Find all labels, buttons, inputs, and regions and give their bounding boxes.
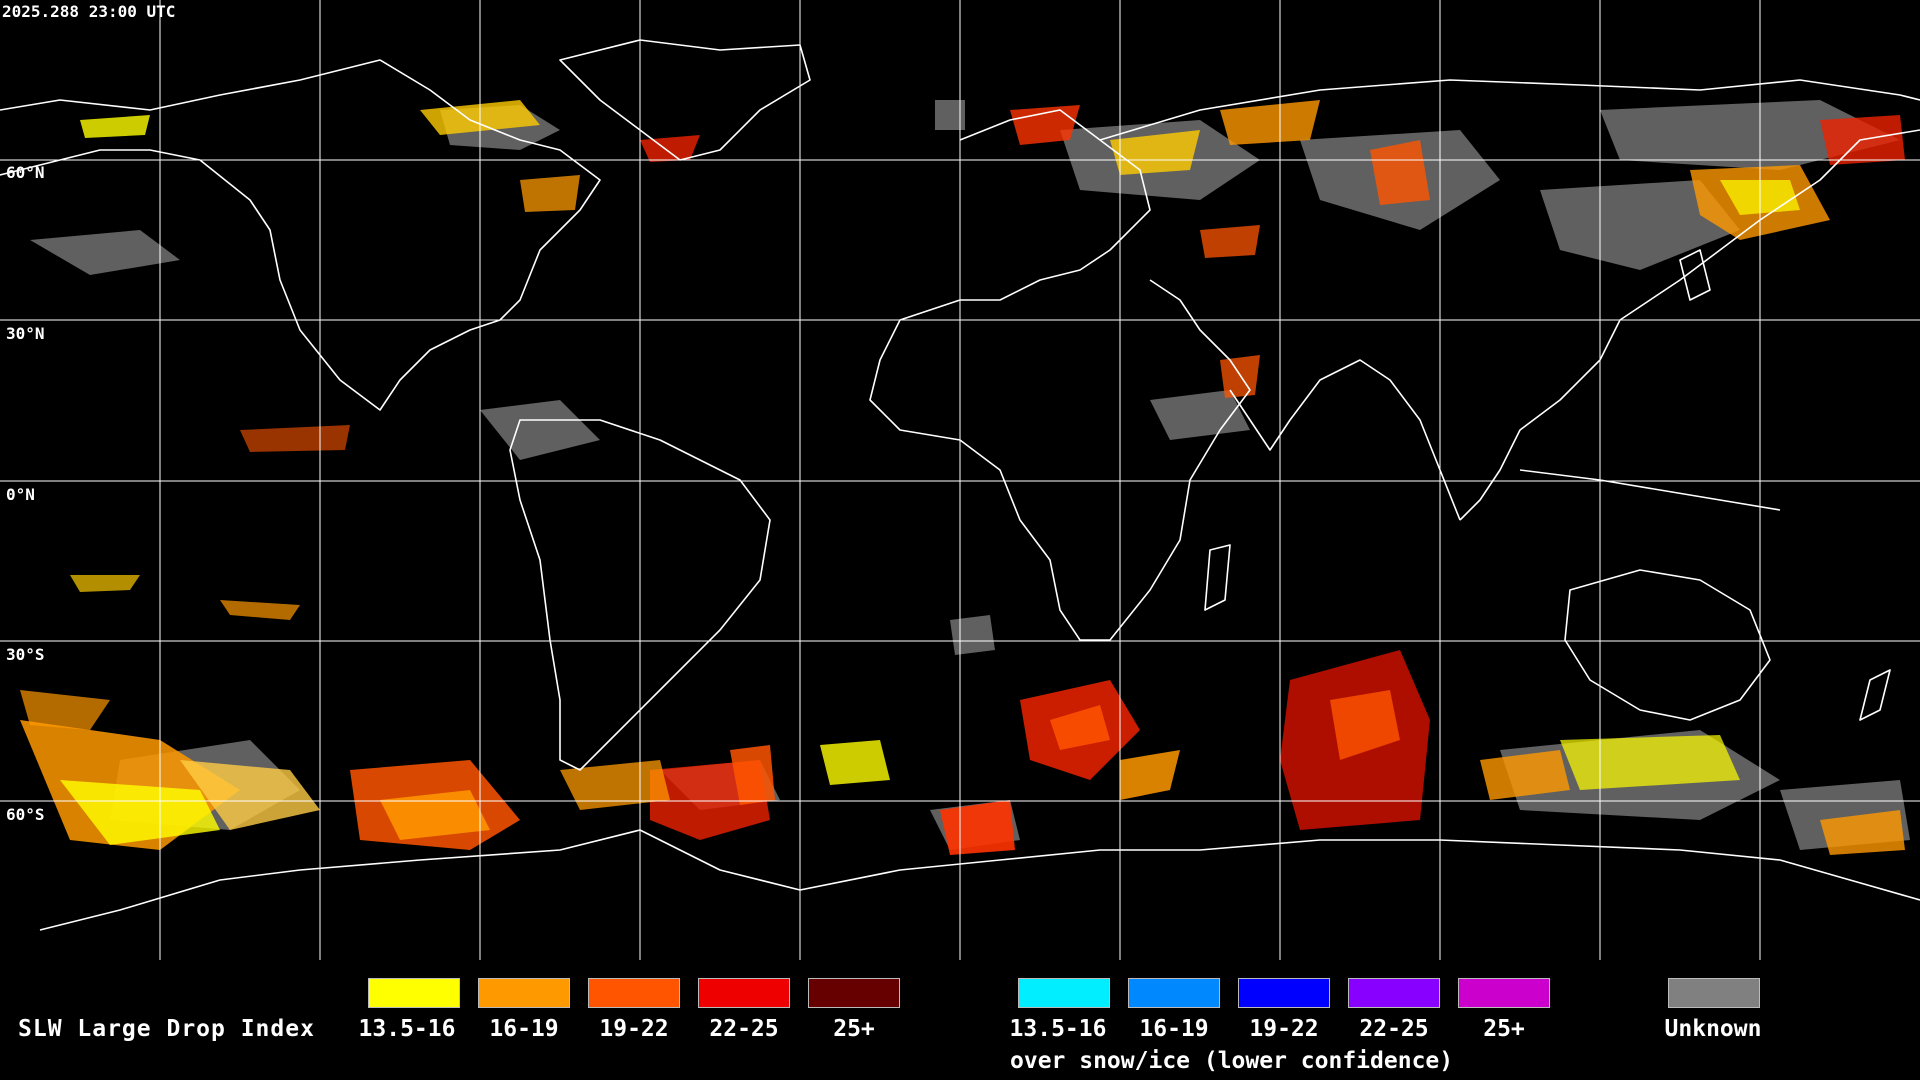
slw-patch	[20, 690, 110, 730]
lat-label-0n: 0°N	[6, 485, 35, 504]
lat-lon-grid	[0, 0, 1920, 960]
slw-patch	[220, 600, 300, 620]
slw-patch	[1220, 100, 1320, 145]
label-liquid-16-19: 16-19	[489, 1016, 559, 1042]
slw-patch	[1370, 140, 1430, 205]
label-liquid-25plus: 25+	[833, 1016, 875, 1042]
swatch-snow-22-25	[1348, 978, 1440, 1008]
coast-south-america	[509, 419, 771, 771]
lat-label-60s: 60°S	[6, 805, 45, 824]
label-snow-22-25: 22-25	[1359, 1016, 1429, 1042]
label-snow-16-19: 16-19	[1139, 1016, 1209, 1042]
label-liquid-22-25: 22-25	[709, 1016, 779, 1042]
slw-patch	[730, 745, 775, 805]
slw-patch	[1010, 105, 1080, 145]
slw-patch	[1220, 355, 1260, 398]
slw-patch	[380, 790, 490, 840]
map-canvas	[0, 0, 1920, 960]
label-liquid-19-22: 19-22	[599, 1016, 669, 1042]
slw-large-drop-layer	[20, 100, 1905, 855]
swatch-liquid-22-25	[698, 978, 790, 1008]
slw-patch	[70, 575, 140, 592]
swatch-liquid-19-22	[588, 978, 680, 1008]
coast-greenland	[559, 39, 811, 161]
unknown-cloud-layer	[30, 100, 1910, 850]
swatch-liquid-13-16	[368, 978, 460, 1008]
world-map	[0, 0, 1920, 960]
slw-patch	[1560, 735, 1740, 790]
slw-patch	[80, 115, 150, 138]
coast-japan	[1679, 249, 1711, 301]
label-snow-19-22: 19-22	[1249, 1016, 1319, 1042]
label-unknown: Unknown	[1664, 1016, 1762, 1042]
swatch-snow-16-19	[1128, 978, 1220, 1008]
slw-patch	[240, 425, 350, 452]
slw-patch	[520, 175, 580, 212]
swatch-snow-19-22	[1238, 978, 1330, 1008]
swatch-liquid-25plus	[808, 978, 900, 1008]
slw-patch	[1820, 810, 1905, 855]
swatch-unknown	[1668, 978, 1760, 1008]
coast-australia	[1564, 569, 1771, 721]
coast-indonesia	[1519, 469, 1781, 511]
coast-madagascar	[1204, 544, 1231, 611]
coast-north-america	[0, 59, 601, 411]
snow-ice-note: over snow/ice (lower confidence)	[1010, 1048, 1454, 1074]
label-snow-25plus: 25+	[1483, 1016, 1525, 1042]
label-snow-13-16: 13.5-16	[1009, 1016, 1107, 1042]
timestamp: 2025.288 23:00 UTC	[2, 2, 176, 21]
legend: SLW Large Drop Index 13.5-16 16-19 19-22…	[0, 960, 1920, 1080]
swatch-liquid-16-19	[478, 978, 570, 1008]
slw-patch	[820, 740, 890, 785]
swatch-snow-13-16	[1018, 978, 1110, 1008]
slw-patch	[560, 760, 670, 810]
coast-new-zealand	[1859, 669, 1891, 721]
lat-label-30n: 30°N	[6, 324, 45, 343]
slw-patch	[1200, 225, 1260, 258]
slw-patch	[1480, 750, 1570, 800]
slw-patch	[180, 760, 320, 830]
slw-patch	[940, 800, 1015, 855]
swatch-snow-25plus	[1458, 978, 1550, 1008]
legend-title: SLW Large Drop Index	[18, 1016, 315, 1042]
lat-label-60n: 60°N	[6, 163, 45, 182]
label-liquid-13-16: 13.5-16	[358, 1016, 456, 1042]
slw-patch	[1330, 690, 1400, 760]
slw-patch	[1120, 750, 1180, 800]
lat-label-30s: 30°S	[6, 645, 45, 664]
slw-patch	[60, 780, 220, 845]
slw-patch	[1050, 705, 1110, 750]
